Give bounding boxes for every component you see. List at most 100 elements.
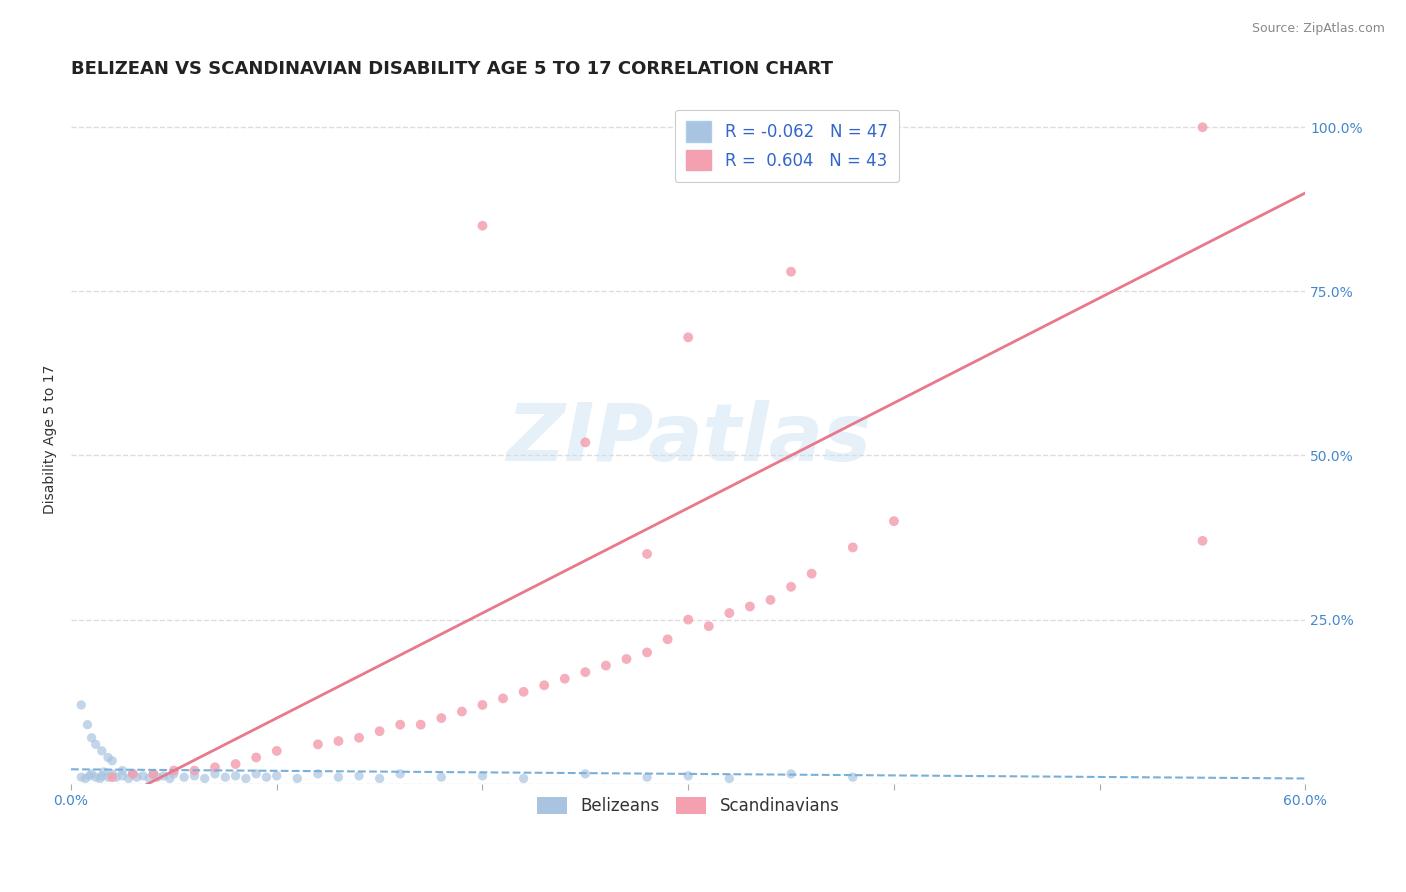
Point: [266, 744, 288, 758]
Point: [347, 731, 370, 745]
Point: [285, 772, 308, 786]
Point: [70, 770, 93, 784]
Point: [1191, 120, 1213, 135]
Point: [183, 764, 205, 778]
Point: [90, 744, 112, 758]
Point: [759, 593, 782, 607]
Point: [245, 767, 267, 781]
Point: [471, 698, 494, 712]
Point: [80, 731, 103, 745]
Point: [75, 772, 97, 786]
Point: [389, 717, 412, 731]
Point: [204, 767, 226, 781]
Point: [697, 619, 720, 633]
Point: [616, 652, 638, 666]
Point: [105, 770, 128, 784]
Point: [121, 767, 143, 781]
Point: [347, 769, 370, 783]
Point: [142, 767, 165, 781]
Point: [163, 764, 186, 778]
Point: [533, 678, 555, 692]
Point: [111, 764, 134, 778]
Point: [409, 717, 432, 731]
Point: [111, 769, 134, 783]
Point: [595, 658, 617, 673]
Point: [842, 541, 865, 555]
Point: [718, 772, 741, 786]
Point: [225, 769, 247, 783]
Point: [636, 770, 658, 784]
Point: [676, 330, 699, 344]
Point: [451, 705, 474, 719]
Point: [883, 514, 905, 528]
Point: [146, 770, 169, 784]
Point: [80, 767, 103, 781]
Point: [194, 772, 217, 786]
Point: [471, 219, 494, 233]
Point: [780, 265, 803, 279]
Point: [225, 757, 247, 772]
Point: [121, 767, 143, 781]
Point: [471, 769, 494, 783]
Point: [89, 772, 111, 786]
Point: [1191, 533, 1213, 548]
Point: [676, 769, 699, 783]
Point: [266, 769, 288, 783]
Point: [117, 772, 139, 786]
Point: [132, 769, 155, 783]
Point: [138, 772, 160, 786]
Point: [512, 685, 534, 699]
Legend: Belizeans, Scandinavians: Belizeans, Scandinavians: [529, 789, 848, 823]
Point: [204, 760, 226, 774]
Point: [368, 724, 391, 739]
Point: [79, 769, 101, 783]
Point: [512, 772, 534, 786]
Point: [842, 770, 865, 784]
Point: [636, 547, 658, 561]
Point: [657, 632, 679, 647]
Point: [800, 566, 823, 581]
Point: [235, 772, 257, 786]
Text: Source: ZipAtlas.com: Source: ZipAtlas.com: [1251, 22, 1385, 36]
Point: [84, 770, 107, 784]
Point: [125, 770, 148, 784]
Point: [574, 767, 596, 781]
Text: BELIZEAN VS SCANDINAVIAN DISABILITY AGE 5 TO 17 CORRELATION CHART: BELIZEAN VS SCANDINAVIAN DISABILITY AGE …: [72, 60, 832, 78]
Point: [328, 770, 350, 784]
Point: [430, 711, 453, 725]
Point: [492, 691, 515, 706]
Point: [93, 764, 115, 779]
Point: [70, 698, 93, 712]
Point: [97, 750, 120, 764]
Point: [780, 580, 803, 594]
Point: [101, 767, 124, 781]
Point: [307, 737, 329, 751]
Point: [389, 767, 412, 781]
Point: [163, 767, 186, 781]
Point: [368, 772, 391, 786]
Text: ZIPatlas: ZIPatlas: [506, 401, 870, 478]
Point: [84, 737, 107, 751]
Point: [101, 754, 124, 768]
Point: [245, 750, 267, 764]
Point: [574, 435, 596, 450]
Y-axis label: Disability Age 5 to 17: Disability Age 5 to 17: [44, 365, 58, 514]
Point: [718, 606, 741, 620]
Point: [328, 734, 350, 748]
Point: [76, 717, 98, 731]
Point: [121, 767, 143, 781]
Point: [307, 767, 329, 781]
Point: [90, 769, 112, 783]
Point: [159, 772, 181, 786]
Point: [101, 770, 124, 784]
Point: [97, 770, 120, 784]
Point: [214, 770, 236, 784]
Point: [183, 769, 205, 783]
Point: [152, 769, 174, 783]
Point: [574, 665, 596, 680]
Point: [636, 645, 658, 659]
Point: [676, 613, 699, 627]
Point: [430, 770, 453, 784]
Point: [256, 770, 278, 784]
Point: [738, 599, 761, 614]
